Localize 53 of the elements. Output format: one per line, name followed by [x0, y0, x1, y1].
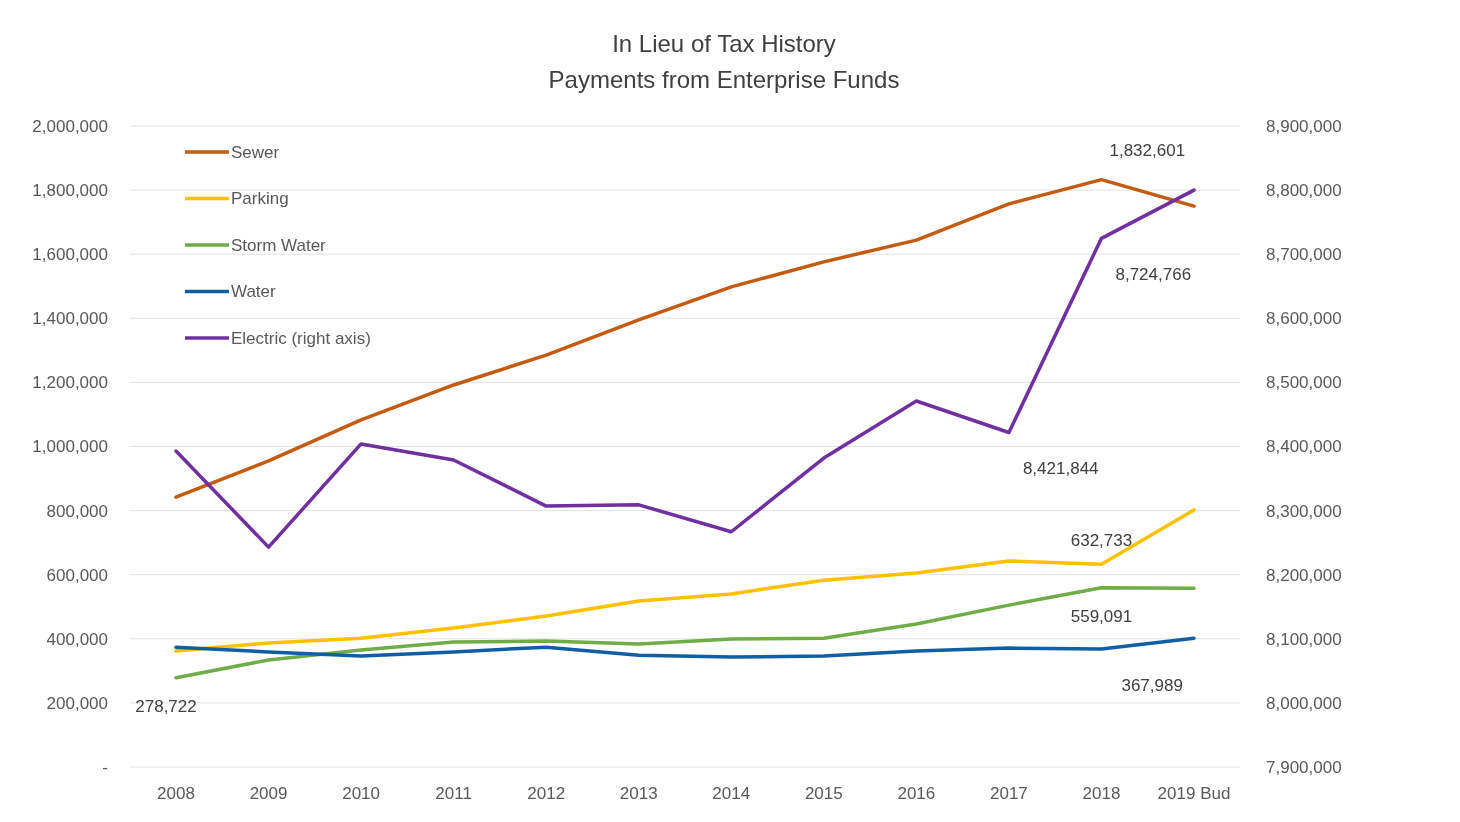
legend-label: Storm Water [231, 235, 327, 255]
legend-label: Parking [231, 189, 289, 209]
data-label: 8,724,766 [1115, 265, 1192, 285]
data-label: 559,091 [1070, 606, 1133, 626]
y-tick-label: 600,000 [46, 565, 108, 585]
y2-tick-label: 8,500,000 [1266, 373, 1342, 393]
legend-label: Sewer [231, 142, 280, 162]
x-tick-label: 2008 [157, 784, 195, 803]
x-tick-label: 2009 [249, 784, 288, 803]
y2-tick-label: 8,400,000 [1266, 437, 1342, 457]
line-series [174, 508, 1196, 653]
y2-tick-label: 8,000,000 [1266, 693, 1342, 713]
y-tick-label: 200,000 [46, 693, 108, 713]
x-tick-label: 2018 [1082, 784, 1121, 803]
x-tick-label: 2011 [435, 784, 472, 803]
y-tick-label: 2,000,000 [32, 116, 108, 136]
line-series [174, 177, 1196, 499]
line-series [174, 188, 1196, 549]
y-tick-label: 400,000 [46, 629, 108, 649]
y-tick-label: 1,200,000 [32, 373, 108, 393]
y-tick-label: - [102, 757, 108, 777]
y2-tick-label: 8,100,000 [1266, 629, 1342, 649]
data-label: 1,832,601 [1109, 140, 1186, 160]
x-tick-label: 2016 [897, 784, 936, 803]
y-tick-label: 1,800,000 [32, 181, 108, 201]
data-label: 367,989 [1121, 676, 1183, 696]
y-tick-label: 1,600,000 [32, 245, 108, 265]
x-tick-label: 2013 [619, 784, 658, 803]
x-tick-label: 2019 Bud [1157, 784, 1231, 803]
chart-subtitle: Payments from Enterprise Funds [548, 66, 900, 93]
legend-label: Water [231, 282, 277, 302]
legend-label: Electric (right axis) [231, 328, 371, 348]
x-tick-label: 2014 [712, 784, 751, 803]
y2-tick-label: 7,900,000 [1266, 757, 1342, 777]
y-tick-label: 800,000 [46, 501, 108, 521]
x-tick-label: 2012 [527, 784, 566, 803]
y2-tick-label: 8,300,000 [1266, 501, 1342, 521]
chart-title: In Lieu of Tax History [612, 30, 836, 57]
y2-tick-label: 8,800,000 [1266, 181, 1342, 201]
y2-tick-label: 8,200,000 [1266, 565, 1342, 585]
y-tick-label: 1,400,000 [32, 309, 108, 329]
data-label: 278,722 [135, 696, 197, 716]
y-tick-label: 1,000,000 [32, 437, 108, 457]
data-label: 8,421,844 [1022, 459, 1099, 479]
y2-tick-label: 8,900,000 [1266, 116, 1342, 136]
data-label: 632,733 [1070, 531, 1133, 551]
y2-tick-label: 8,700,000 [1266, 245, 1342, 265]
line-series [174, 586, 1196, 680]
line-series [174, 636, 1196, 659]
x-tick-label: 2010 [342, 784, 380, 803]
x-tick-label: 2015 [804, 784, 843, 803]
y2-tick-label: 8,600,000 [1266, 309, 1342, 329]
x-tick-label: 2017 [989, 784, 1028, 803]
